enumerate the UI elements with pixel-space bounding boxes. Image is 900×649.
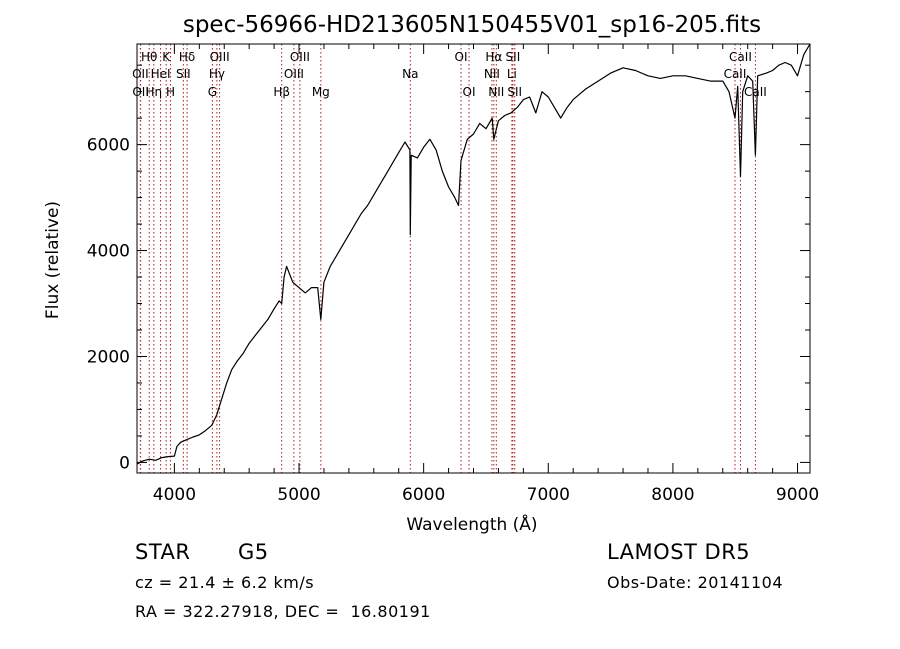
spectral-line-label: OII [132,67,149,81]
spectral-line-label: Li [507,67,517,81]
spectrum-line [136,43,811,465]
chart-title: spec-56966-HD213605N150455V01_sp16-205.f… [183,12,761,38]
spectral-line-label: OIII [284,67,304,81]
x-tick-label: 5000 [277,485,320,505]
spectral-line-label: NII [488,85,504,99]
spectral-line-label: Hδ [179,50,195,64]
object-type: STAR [135,540,191,564]
x-tick-label: 6000 [402,485,445,505]
spectral-line-label: SII [176,67,191,81]
x-tick-label: 7000 [527,485,570,505]
y-axis-label: Flux (relative) [43,201,63,319]
spectral-line-label: SII [506,50,521,64]
survey-name: LAMOST DR5 [607,540,751,564]
plot-frame [136,43,811,474]
redshift-readout: cz = 21.4 ± 6.2 km/s [135,573,315,592]
object-subclass: G5 [238,540,269,564]
y-tick-label: 6000 [87,136,130,156]
spectral-line-label: Hγ [209,67,225,81]
spectral-line-label: CaII [724,67,747,81]
spectral-line-label: OIII [210,50,230,64]
spectral-line-label: OI [463,85,476,99]
x-axis-label: Wavelength (Å) [406,513,537,535]
spectral-line-label: Na [402,67,418,81]
spectral-line-label: OIII [290,50,310,64]
spectral-line-label: Hθ [141,50,157,64]
spectral-line-label: H [166,85,175,99]
spectral-line-label: Mg [312,85,330,99]
spectral-line-label: HeI [151,67,171,81]
y-tick-label: 4000 [87,242,130,262]
spectral-line-label: G [208,85,217,99]
spectral-line-label: Hβ [273,85,290,99]
x-tick-label: 4000 [153,485,196,505]
spectral-line-label: CaII [729,50,752,64]
y-tick-label: 2000 [87,347,130,367]
obs-date: Obs-Date: 20141104 [607,573,784,592]
spectral-line-label: NII [484,67,500,81]
spectral-line-label: CaII [744,85,767,99]
spectral-line-label: Hα [485,50,502,64]
spectral-line-markers [139,44,756,473]
spectral-line-label: Hη [146,85,163,99]
axis-tick-labels: 4000 5000 6000 7000 8000 9000 0 2000 4000 6000 [87,136,819,505]
x-tick-label: 9000 [776,485,819,505]
y-tick-label: 0 [119,453,130,473]
x-tick-label: 8000 [651,485,694,505]
coordinates: RA = 322.27918, DEC = 16.80191 [135,602,431,621]
axis-ticks [137,44,810,473]
spectral-line-label: SII [507,85,522,99]
spectral-line-label: OI [455,50,468,64]
spectral-line-label: K [162,50,171,64]
